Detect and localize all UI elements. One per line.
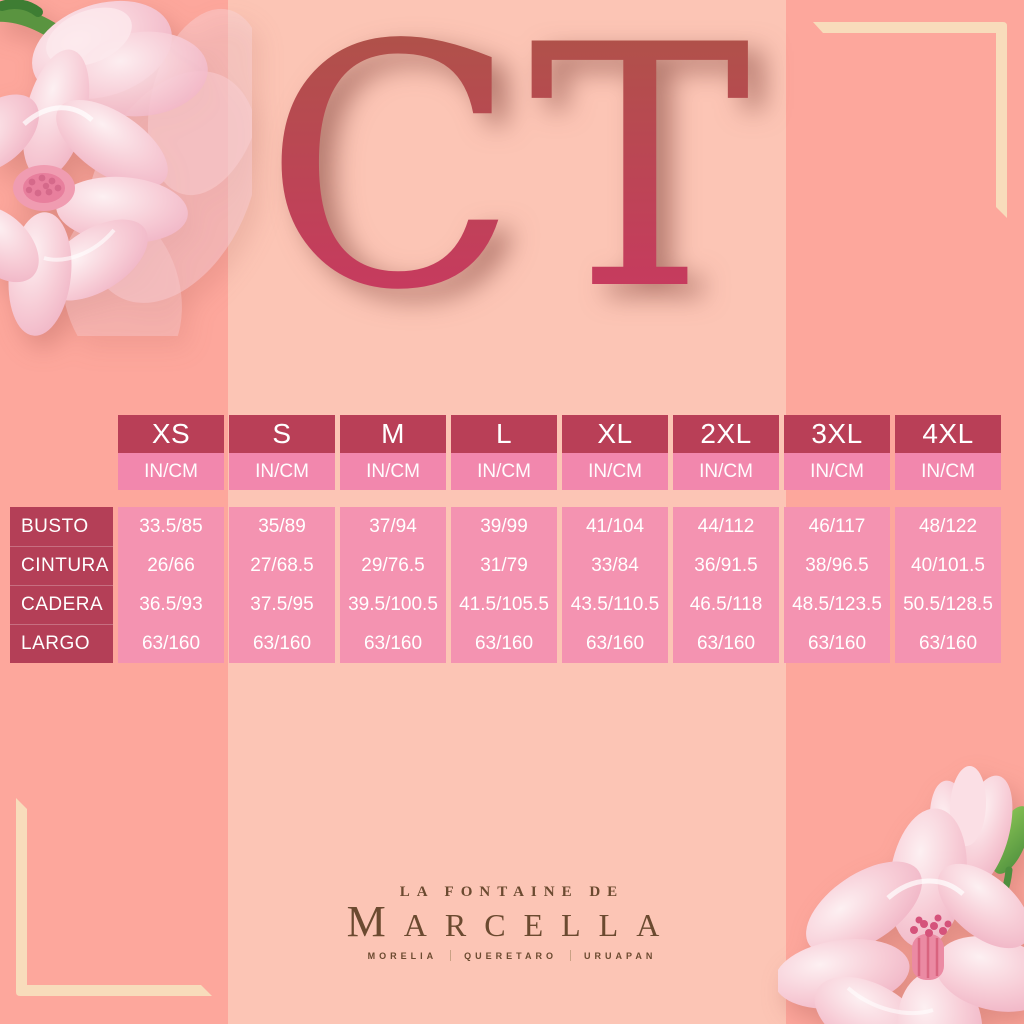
unit-header: IN/CM [340,453,446,490]
column-gap [118,490,224,507]
measurement-value: 39/99 [480,516,528,537]
measurement-value: 63/160 [807,633,867,654]
measurement-value: 48/122 [918,516,978,537]
size-column: 3XL IN/CM 46/117 38/96.5 48.5/123.5 63/1… [784,415,890,663]
column-gap [784,490,890,507]
measurement-value: 63/160 [474,633,534,654]
row-label: CADERA [10,585,113,624]
size-values-block: 44/112 36/91.5 46.5/118 63/160 [673,507,779,663]
magnolia-flower-icon [0,0,252,336]
unit-header: IN/CM [562,453,668,490]
column-gap [451,490,557,507]
measurement-value: 33/84 [591,555,639,576]
size-header: S [229,415,335,453]
column-gap [340,490,446,507]
row-label: BUSTO [21,516,89,537]
measurement-value: 63/160 [585,633,645,654]
measurement-value: 35/89 [258,516,306,537]
unit-header: IN/CM [229,453,335,490]
measurement-value: 63/160 [363,633,423,654]
column-gap [229,490,335,507]
measurement-value: 63/160 [141,633,201,654]
measurement-value: 41.5/105.5 [459,594,549,615]
measurement-value: 36.5/93 [139,594,203,615]
size-column: 4XL IN/CM 48/122 40/101.5 50.5/128.5 63/… [895,415,1001,663]
column-gap [673,490,779,507]
labels-spacer [10,415,113,507]
measurement-value: 33.5/85 [139,516,203,537]
size-header: 2XL [673,415,779,453]
size-values-block: 39/99 31/79 41.5/105.5 63/160 [451,507,557,663]
measurement-labels-column: BUSTO CINTURA CADERA LARGO [10,415,113,663]
measurement-value: 26/66 [147,555,195,576]
size-column: M IN/CM 37/94 29/76.5 39.5/100.5 63/160 [340,415,446,663]
size-table: BUSTO CINTURA CADERA LARGO XS IN/CM 33.5… [10,415,1001,663]
measurement-value: 46/117 [808,516,866,537]
brand-block: LA FONTAINE DE MARCELLA MORELIA QUERETAR… [0,884,1024,961]
measurement-value: 27/68.5 [250,555,314,576]
measurement-value: 48.5/123.5 [792,594,882,615]
measurement-value: 31/79 [480,555,528,576]
measurement-value: 41/104 [585,516,645,537]
brand-tagline: LA FONTAINE DE [399,884,625,900]
size-column: XL IN/CM 41/104 33/84 43.5/110.5 63/160 [562,415,668,663]
size-header: XS [118,415,224,453]
row-label: CINTURA [10,546,113,585]
city-label: URUAPAN [584,950,657,961]
measurement-value: 63/160 [918,633,978,654]
unit-header: IN/CM [895,453,1001,490]
size-values-block: 33.5/85 26/66 36.5/93 63/160 [118,507,224,663]
size-values-block: 37/94 29/76.5 39.5/100.5 63/160 [340,507,446,663]
measurement-value: 37.5/95 [250,594,314,615]
unit-header: IN/CM [118,453,224,490]
size-column: 2XL IN/CM 44/112 36/91.5 46.5/118 63/160 [673,415,779,663]
brand-name-rest: ARCELLA [403,907,678,943]
size-column: XS IN/CM 33.5/85 26/66 36.5/93 63/160 [118,415,224,663]
measurement-value: 46.5/118 [689,594,763,615]
city-label: MORELIA [367,950,438,961]
brand-cities: MORELIA QUERETARO URUAPAN [0,950,1024,961]
size-values-block: 41/104 33/84 43.5/110.5 63/160 [562,507,668,663]
brand-monogram: CT [0,2,1024,336]
brand-name: MARCELLA [0,900,1024,945]
measurement-value: 37/94 [369,516,417,537]
measurement-value: 40/101.5 [911,555,985,576]
row-label: LARGO [10,624,113,663]
measurement-value: 36/91.5 [694,555,758,576]
brand-name-initial: M [346,897,404,946]
measurement-value: 50.5/128.5 [903,594,993,615]
measurement-value: 63/160 [696,633,756,654]
size-header: 3XL [784,415,890,453]
measurement-value: 63/160 [252,633,312,654]
magnolia-flower-icon [778,766,1024,1024]
size-header: L [451,415,557,453]
city-divider [450,950,452,961]
measurement-value: 39.5/100.5 [348,594,438,615]
measurement-value: 44/112 [697,516,755,537]
city-divider [570,950,571,961]
city-label: QUERETARO [464,950,557,961]
unit-header: IN/CM [451,453,557,490]
size-column: S IN/CM 35/89 27/68.5 37.5/95 63/160 [229,415,335,663]
size-header: M [340,415,446,453]
size-column: L IN/CM 39/99 31/79 41.5/105.5 63/160 [451,415,557,663]
measurement-value: 43.5/110.5 [570,594,660,615]
size-values-block: 35/89 27/68.5 37.5/95 63/160 [229,507,335,663]
column-gap [562,490,668,507]
measurement-labels-block: BUSTO CINTURA CADERA LARGO [10,507,113,663]
measurement-value: 29/76.5 [361,555,425,576]
size-header: 4XL [895,415,1001,453]
size-header: XL [562,415,668,453]
unit-header: IN/CM [784,453,890,490]
column-gap [895,490,1001,507]
unit-header: IN/CM [673,453,779,490]
measurement-value: 38/96.5 [805,555,869,576]
size-values-block: 46/117 38/96.5 48.5/123.5 63/160 [784,507,890,663]
size-values-block: 48/122 40/101.5 50.5/128.5 63/160 [895,507,1001,663]
